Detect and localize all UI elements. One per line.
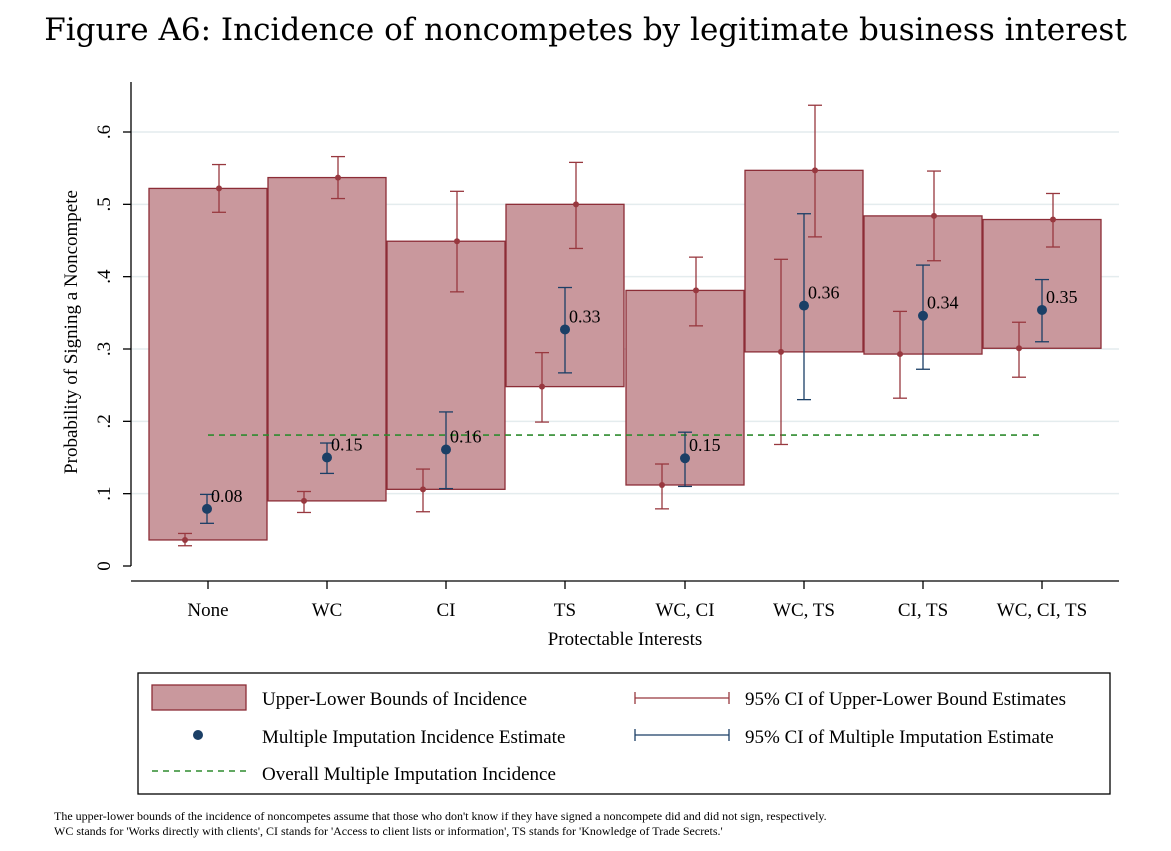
mi-data-label: 0.16	[450, 427, 482, 447]
mi-data-label: 0.08	[211, 486, 243, 506]
x-tick-label: WC, CI	[655, 600, 714, 621]
y-tick-label: .2	[94, 414, 115, 428]
mi-point	[560, 324, 570, 335]
x-tick-label: WC, TS	[773, 600, 835, 621]
upper-bound-point	[1050, 216, 1056, 223]
legend-label-ci-blue: 95% CI of Multiple Imputation Estimate	[745, 727, 1054, 748]
lower-bound-point	[301, 497, 307, 504]
y-axis-title: Probability of Signing a Noncompete	[61, 190, 82, 474]
mi-data-label: 0.15	[689, 435, 721, 455]
lower-bound-point	[659, 481, 665, 488]
x-axis-title: Protectable Interests	[548, 629, 703, 650]
upper-bound-point	[931, 212, 937, 219]
footnote-1: The upper-lower bounds of the incidence …	[54, 809, 827, 823]
legend-label-bounds: Upper-Lower Bounds of Incidence	[262, 689, 527, 710]
lower-bound-point	[539, 383, 545, 390]
mi-point	[680, 453, 690, 464]
mi-data-label: 0.35	[1046, 287, 1078, 307]
mi-point	[918, 310, 928, 321]
legend-label-mi: Multiple Imputation Incidence Estimate	[262, 727, 565, 748]
upper-bound-point	[216, 185, 222, 192]
y-tick-label: .3	[94, 342, 115, 356]
footnote-2: WC stands for 'Works directly with clien…	[54, 824, 723, 838]
lower-bound-point	[182, 536, 188, 543]
bounds-box	[148, 187, 268, 541]
legend-dot-swatch	[193, 730, 203, 740]
upper-bound-point	[454, 238, 460, 245]
y-tick-label: .1	[94, 487, 115, 501]
legend-frame	[137, 672, 1111, 795]
upper-bound-point	[573, 201, 579, 208]
legend-label-ci-red: 95% CI of Upper-Lower Bound Estimates	[745, 689, 1066, 710]
mi-point	[322, 452, 332, 463]
legend-label-overall: Overall Multiple Imputation Incidence	[262, 764, 556, 785]
mi-data-label: 0.33	[569, 306, 601, 326]
mi-data-label: 0.34	[927, 293, 959, 313]
y-tick-label: .6	[94, 125, 115, 139]
legend: Upper-Lower Bounds of Incidence Multiple …	[137, 672, 1111, 795]
y-tick-label: 0	[94, 561, 115, 571]
upper-bound-point	[693, 287, 699, 294]
lower-bound-point	[897, 351, 903, 358]
lower-bound-point	[778, 348, 784, 355]
bounds-boxes	[148, 169, 1102, 541]
x-tick-label: WC, CI, TS	[997, 600, 1087, 621]
axes-layer: 0 .1 .2 .3 .4 .5 .6 None WC CI TS WC, CI WC, TS CI, T…	[94, 82, 1119, 621]
lower-bound-point	[420, 486, 426, 493]
mi-data-label: 0.15	[331, 435, 363, 455]
mi-point	[799, 300, 809, 311]
mi-point	[441, 444, 451, 455]
upper-bound-point	[335, 174, 341, 181]
x-tick-label: CI	[437, 600, 456, 621]
chart-title: Figure A6: Incidence of noncompetes by l…	[44, 12, 1127, 48]
x-tick-label: TS	[554, 600, 576, 621]
mi-point	[1037, 304, 1047, 315]
y-tick-label: .4	[94, 269, 115, 284]
x-tick-label: CI, TS	[898, 600, 948, 621]
x-tick-label: WC	[312, 600, 343, 621]
mi-point	[202, 503, 212, 514]
mi-data-label: 0.36	[808, 283, 840, 303]
legend-box-swatch	[151, 684, 247, 711]
y-tick-label: .5	[94, 197, 115, 211]
points-layer: 0.08 0.15 0.16 0.33 0.15 0.36 0.34 0.35	[182, 167, 1078, 543]
upper-bound-point	[812, 167, 818, 174]
x-tick-label: None	[187, 600, 228, 621]
lower-bound-point	[1016, 345, 1022, 352]
